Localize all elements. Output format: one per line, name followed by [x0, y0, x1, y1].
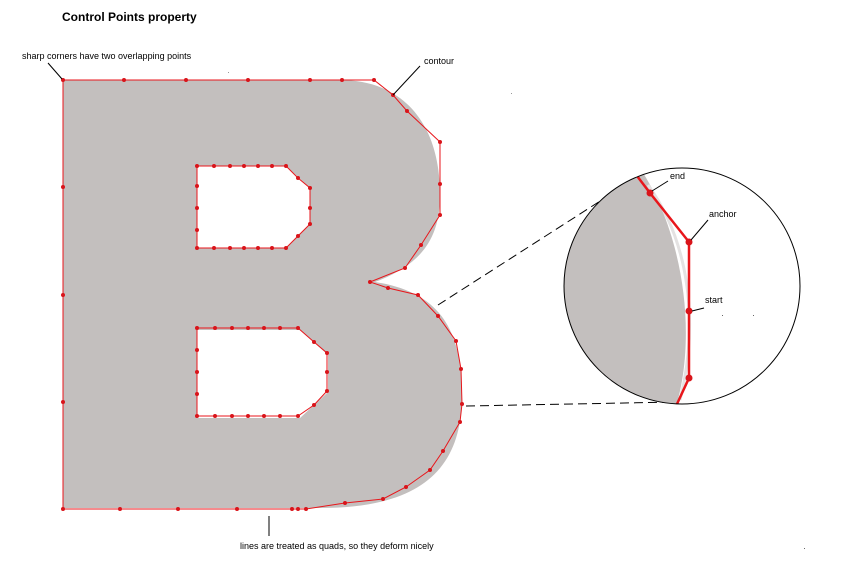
speck	[228, 72, 229, 73]
zoom-line-top	[437, 195, 609, 306]
zoom-control-points	[646, 189, 693, 382]
start-leader	[691, 307, 705, 312]
anchor-leader	[690, 219, 709, 241]
contour-label: contour	[424, 56, 454, 66]
lower-counter-points	[195, 326, 329, 418]
speck	[722, 315, 723, 316]
lines-quads-label: lines are treated as quads, so they defo…	[240, 541, 434, 551]
upper-counter-contour	[196, 165, 311, 249]
glyph-b	[63, 80, 462, 508]
zoom-circle-border	[563, 167, 801, 405]
speck	[511, 93, 512, 94]
speck	[753, 315, 754, 316]
lower-counter-contour	[196, 327, 328, 417]
zoom-contour	[633, 171, 691, 404]
zoom-detail	[564, 168, 800, 404]
sharp-corners-leader	[47, 62, 63, 80]
anchor-label: anchor	[709, 209, 737, 219]
end-label: end	[670, 171, 685, 181]
zoom-line-bottom	[465, 401, 678, 407]
diagram-title: Control Points property	[62, 10, 197, 24]
end-leader	[651, 180, 669, 192]
speck	[804, 548, 805, 549]
sharp-corners-label: sharp corners have two overlapping point…	[22, 51, 192, 61]
contour-leader	[392, 65, 421, 96]
outer-contour	[62, 79, 463, 510]
zoom-glyph-fill	[564, 168, 686, 404]
upper-counter-points	[195, 164, 312, 250]
outer-control-points	[61, 78, 464, 511]
start-label: start	[705, 295, 723, 305]
